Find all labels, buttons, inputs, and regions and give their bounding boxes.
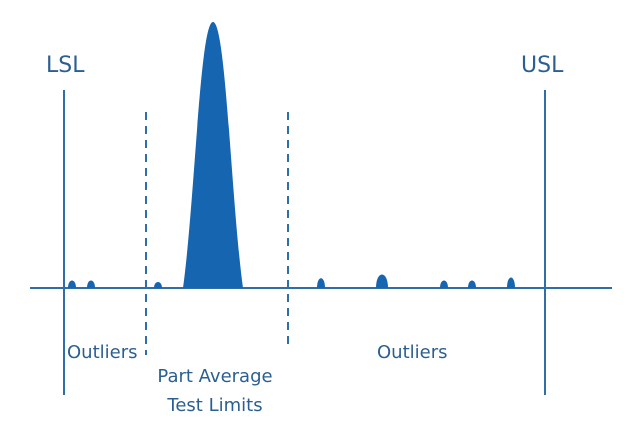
usl-label: USL: [521, 53, 564, 78]
pat-label-line1: Part Average: [157, 366, 272, 387]
outlier-bump: [440, 280, 448, 288]
lsl-label: LSL: [46, 53, 85, 78]
outlier-bump: [468, 280, 476, 288]
outlier-bump: [317, 278, 325, 288]
outliers-right-label: Outliers: [377, 342, 448, 363]
outlier-bump: [87, 280, 95, 288]
outlier-bump: [154, 282, 162, 288]
main-distribution-peak: [183, 22, 243, 288]
outlier-bump: [507, 277, 515, 288]
pat-label-line2: Test Limits: [166, 395, 262, 416]
outliers-left-label: Outliers: [67, 342, 138, 363]
outlier-bump: [376, 274, 388, 288]
outlier-bump: [68, 280, 76, 288]
